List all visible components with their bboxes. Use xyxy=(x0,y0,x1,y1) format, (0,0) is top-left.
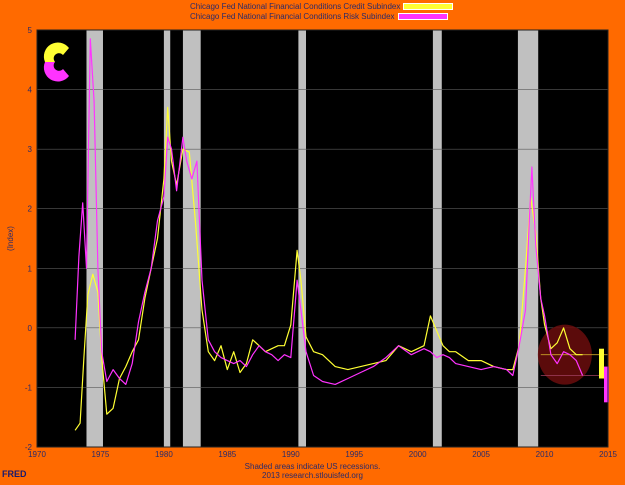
legend-swatch-credit xyxy=(403,3,454,11)
y-tick-label: 5 xyxy=(28,26,33,35)
source-note: 2013 research.stlouisfed.org xyxy=(262,471,363,480)
x-tick-label: 1995 xyxy=(345,450,363,459)
series-line-credit xyxy=(74,106,583,431)
x-tick-label: 2005 xyxy=(472,450,490,459)
y-tick-label: -2 xyxy=(25,443,33,452)
x-tick-label: 2000 xyxy=(409,450,427,459)
annotations xyxy=(537,324,608,385)
fred-logo: FRED xyxy=(2,469,27,479)
credit-range-marker xyxy=(599,348,604,379)
logo-yellow-arc xyxy=(43,42,69,62)
recession-band-1 xyxy=(163,30,171,447)
x-tick-label: 2010 xyxy=(536,450,554,459)
chart-logo xyxy=(43,42,69,82)
recession-band-0 xyxy=(86,30,103,447)
axes: -2 -1 0 1 2 3 4 5 1970 1975 1980 1985 1990 1995 2000 20… xyxy=(6,26,617,459)
recession-band-4 xyxy=(432,30,442,447)
legend-item-risk: Chicago Fed National Financial Condition… xyxy=(190,12,448,21)
y-tick-label: 2 xyxy=(28,205,33,214)
recession-band-2 xyxy=(182,30,201,447)
y-tick-label: 4 xyxy=(28,86,33,95)
x-tick-label: 1980 xyxy=(155,450,173,459)
series-lines xyxy=(74,38,609,431)
recession-band-3 xyxy=(298,30,307,447)
recession-note: Shaded areas indicate US recessions. xyxy=(244,462,381,471)
risk-range-marker xyxy=(604,366,609,403)
x-tick-label: 1975 xyxy=(92,450,110,459)
y-axis-label: (Index) xyxy=(6,226,15,251)
x-tick-label: 1990 xyxy=(282,450,300,459)
legend-label-risk: Chicago Fed National Financial Condition… xyxy=(190,12,395,21)
y-tick-label: 3 xyxy=(28,145,33,154)
x-tick-label: 2015 xyxy=(599,450,617,459)
y-tick-label: 0 xyxy=(28,324,33,333)
series-line-risk xyxy=(74,38,584,385)
plot-background xyxy=(37,30,608,447)
recession-bands xyxy=(86,30,539,447)
legend-item-credit: Chicago Fed National Financial Condition… xyxy=(190,2,454,11)
legend-label-credit: Chicago Fed National Financial Condition… xyxy=(190,2,401,11)
x-tick-label: 1985 xyxy=(218,450,236,459)
y-tick-label: -1 xyxy=(25,383,33,392)
y-tick-label: 1 xyxy=(28,264,33,273)
plot-frame xyxy=(36,29,609,448)
x-tick-label: 1970 xyxy=(28,450,46,459)
logo-magenta-arc xyxy=(43,62,69,82)
gridlines xyxy=(37,89,608,388)
legend-swatch-risk xyxy=(397,13,448,21)
